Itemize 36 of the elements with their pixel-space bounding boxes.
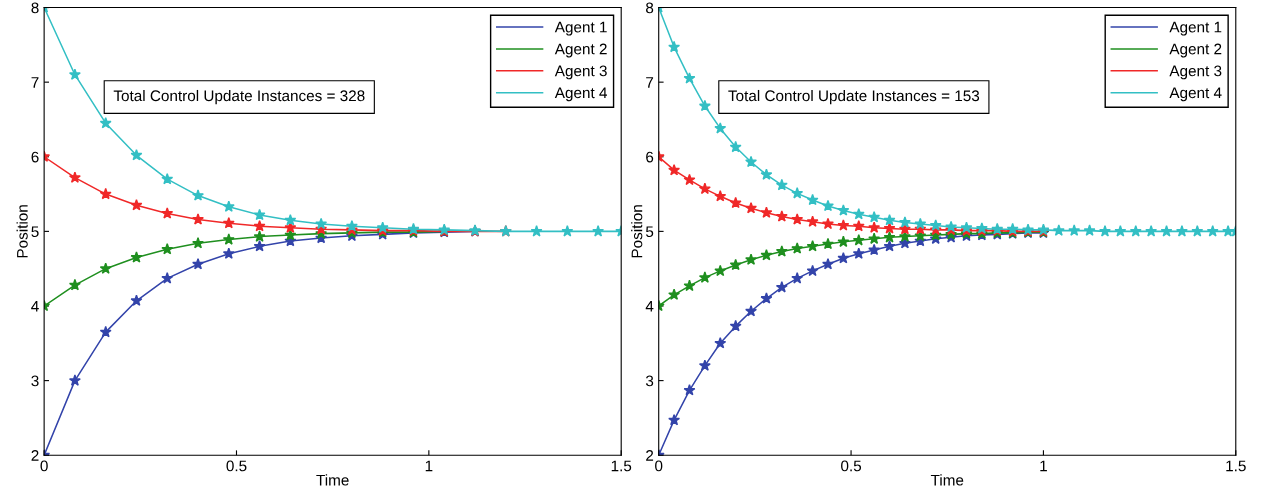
x-tick-label: 1.5 xyxy=(1226,460,1246,472)
y-tick-label: 8 xyxy=(646,2,654,14)
y-tick-label: 3 xyxy=(31,375,39,387)
x-axis-title: Time xyxy=(930,474,964,486)
annotation: Total Control Update Instances = 153 xyxy=(728,89,980,105)
y-tick-label: 6 xyxy=(646,151,654,163)
annotation: Total Control Update Instances = 328 xyxy=(113,89,365,105)
y-tick-label: 5 xyxy=(31,226,39,238)
x-tick-label: 0 xyxy=(655,460,663,472)
x-axis-title: Time xyxy=(316,474,349,486)
x-tick-label: 0.5 xyxy=(841,460,862,472)
legend-label: Agent 1 xyxy=(554,21,607,36)
y-tick-label: 3 xyxy=(645,375,654,387)
legend-label: Agent 2 xyxy=(554,43,607,58)
y-tick-label: 7 xyxy=(31,77,39,88)
y-axis-title: Position xyxy=(631,205,643,258)
y-tick-label: 4 xyxy=(31,301,39,312)
legend-label: Agent 2 xyxy=(1169,43,1222,58)
x-tick-label: 1 xyxy=(425,460,433,472)
y-tick-label: 7 xyxy=(646,77,654,88)
legend-label: Agent 3 xyxy=(554,65,607,80)
legend-label: Agent 4 xyxy=(554,87,608,102)
y-tick-label: 4 xyxy=(645,301,654,312)
y-tick-label: 8 xyxy=(31,2,39,14)
y-tick-label: 5 xyxy=(645,226,654,238)
y-tick-label: 2 xyxy=(646,450,654,461)
y-axis-title: Position xyxy=(16,205,28,258)
legend-label: Agent 1 xyxy=(1169,21,1222,36)
legend-label: Agent 3 xyxy=(1169,65,1222,80)
x-tick-label: 0 xyxy=(40,460,48,472)
y-tick-label: 6 xyxy=(31,151,39,163)
y-tick-label: 2 xyxy=(31,450,39,461)
x-tick-label: 1.5 xyxy=(611,460,632,472)
x-tick-label: 1 xyxy=(1040,460,1047,472)
x-tick-label: 0.5 xyxy=(226,460,247,472)
legend-label: Agent 4 xyxy=(1169,87,1222,102)
